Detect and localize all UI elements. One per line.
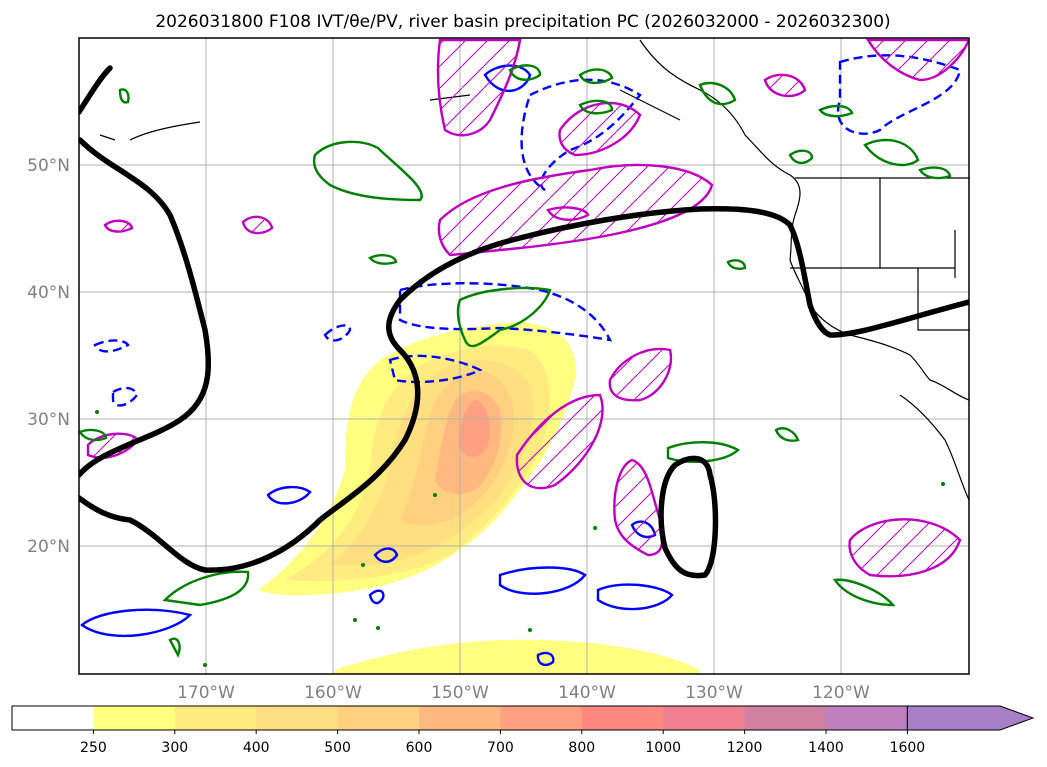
colorbar-tick-label: 300 [161, 740, 188, 756]
lon-labels: 170°W 160°W 150°W 140°W 130°W 120°W [177, 683, 870, 703]
colorbar-segment [419, 706, 501, 730]
colorbar-segment [663, 706, 746, 730]
lon-label-140w: 140°W [558, 683, 616, 703]
colorbar-segment [826, 706, 908, 730]
colorbar-tick-label: 600 [406, 740, 433, 756]
colorbar-tick-label: 1200 [727, 740, 763, 756]
colorbar-segment [256, 706, 339, 730]
colorbar-segment [174, 706, 257, 730]
lon-label-170w: 170°W [177, 683, 235, 703]
ivt-filled-field [258, 322, 700, 674]
black-pv-contours [79, 20, 969, 579]
colorbar-tick-label: 1600 [890, 740, 926, 756]
green-contours [79, 64, 952, 658]
colorbar-segment [744, 706, 827, 730]
map-frame [78, 37, 970, 675]
lon-label-120w: 120°W [812, 683, 870, 703]
colorbar-tick-label: 700 [487, 740, 514, 756]
lat-label-40n: 40°N [27, 283, 70, 303]
colorbar-outline [11, 705, 908, 731]
colorbar-tick-label: 500 [324, 740, 351, 756]
colorbar: 250 300 400 500 600 700 800 1000 1200 1400 1600 [11, 705, 1035, 756]
map-panel [79, 20, 969, 674]
colorbar-segment [93, 706, 176, 730]
island-markers [95, 410, 945, 667]
lat-label-50n: 50°N [27, 156, 70, 176]
colorbar-extend-arrow [906, 705, 1035, 731]
colorbar-segment [581, 706, 664, 730]
lon-label-130w: 130°W [685, 683, 743, 703]
colorbar-segment [12, 706, 94, 730]
colorbar-tick-label: 800 [568, 740, 595, 756]
lat-label-30n: 30°N [27, 410, 70, 430]
colorbar-segment [337, 706, 420, 730]
lon-label-160w: 160°W [304, 683, 362, 703]
colorbar-tick-label: 1000 [645, 740, 681, 756]
colorbar-tick-label: 250 [80, 740, 107, 756]
colorbar-tick-label: 1400 [808, 740, 844, 756]
colorbar-segment [500, 706, 583, 730]
lat-labels: 50°N 40°N 30°N 20°N [27, 156, 70, 557]
lat-label-20n: 20°N [27, 537, 70, 557]
coastline [99, 39, 969, 501]
colorbar-tick-label: 400 [243, 740, 270, 756]
lon-label-150w: 150°W [431, 683, 489, 703]
map-title: 2026031800 F108 IVT/θe/PV, river basin p… [155, 12, 890, 32]
